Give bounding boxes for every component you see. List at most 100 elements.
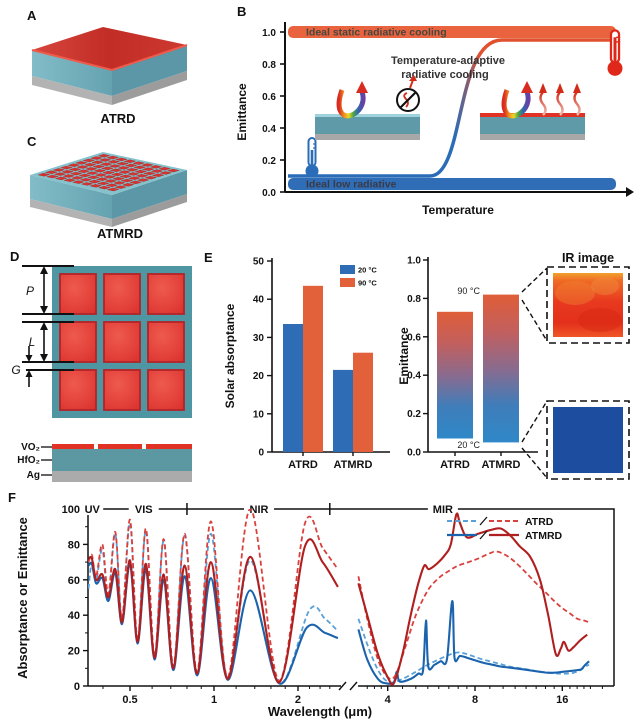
metasurface-square xyxy=(107,160,121,164)
svg-text:0.4: 0.4 xyxy=(262,124,276,135)
metasurface-square xyxy=(61,170,74,174)
hot-state-inset xyxy=(480,81,585,140)
curve-atrd-blue- xyxy=(357,618,590,684)
layer-ag-label: Ag xyxy=(27,470,40,481)
metasurface-square xyxy=(88,179,102,184)
eleft-category-label: ATMRD xyxy=(334,459,373,471)
metasurface-square xyxy=(117,166,130,170)
atrd-silver-side xyxy=(112,71,187,105)
metasurface-square xyxy=(106,187,120,192)
f-xtick-label: 4 xyxy=(385,694,392,706)
ideal-low-band xyxy=(288,178,616,190)
metasurface-square xyxy=(98,154,110,158)
metasurface-square xyxy=(106,155,120,160)
vo2-square xyxy=(147,273,185,315)
ir-image-title: IR image xyxy=(562,251,614,265)
metasurface-square xyxy=(54,176,68,181)
metasurface-square xyxy=(100,166,114,171)
period-label: P xyxy=(26,284,34,298)
f-xtick-label: 1 xyxy=(211,694,217,706)
metasurface-square xyxy=(166,168,179,173)
eleft-ytick-label: 20 xyxy=(253,371,265,382)
metasurface-square xyxy=(105,179,117,183)
metasurface-square xyxy=(158,166,171,171)
metasurface-square xyxy=(110,172,124,177)
svg-text:1.0: 1.0 xyxy=(262,28,276,39)
svg-text:0.6: 0.6 xyxy=(262,92,276,103)
metasurface-square xyxy=(127,172,140,176)
b-title-line1: Temperature-adaptive xyxy=(391,55,505,67)
eright-ytick-label: 0.6 xyxy=(407,332,421,343)
metasurface-square xyxy=(63,178,76,182)
metasurface-square xyxy=(44,170,58,175)
metasurface-square xyxy=(114,157,128,162)
eright-ytick-label: 0.8 xyxy=(407,294,421,305)
region-label-MIR: MIR xyxy=(433,504,453,516)
vo2-square xyxy=(59,321,97,363)
metasurface-square xyxy=(103,175,117,179)
metasurface-square xyxy=(69,167,82,172)
reflection-arrowhead xyxy=(356,81,368,93)
metasurface-square xyxy=(94,169,107,173)
curve-atrd-red- xyxy=(88,509,339,682)
metasurface-square xyxy=(118,170,132,174)
curve-atmrd-blue- xyxy=(357,599,590,685)
metasurface-square xyxy=(116,161,129,166)
atmrd-silver-front xyxy=(30,199,112,227)
metasurface-square xyxy=(62,174,76,178)
hot-slab-body xyxy=(480,117,585,134)
panel-e-label: E xyxy=(204,250,213,265)
metasurface-square xyxy=(119,174,132,179)
vo2-square xyxy=(147,369,185,411)
ideal-low-band-label: Ideal low radiative xyxy=(306,179,397,191)
b-ylabel: Emittance xyxy=(235,83,249,141)
f-xtick-label: 2 xyxy=(295,694,301,706)
region-label-bg xyxy=(128,502,159,515)
ir-hot-blob3 xyxy=(591,277,619,295)
metasurface-square xyxy=(83,162,97,167)
bar-ATRD-20 °C xyxy=(283,324,303,452)
cold-thermometer-icon xyxy=(305,137,319,178)
atmrd-silver-side xyxy=(112,194,187,227)
metasurface-square xyxy=(87,175,100,180)
metasurface-square xyxy=(97,181,110,186)
eright-ylabel: Emittance xyxy=(397,327,411,385)
panel-b: B 0.0 0.2 0.4 0.6 0.8 1.0 Emittance Temp… xyxy=(235,4,634,217)
eright-ytick-label: 0.4 xyxy=(407,371,421,382)
annotation-90c: 90 °C xyxy=(457,286,480,296)
legend-break-2 xyxy=(479,530,488,540)
panel-a-label: A xyxy=(27,8,37,23)
ir-cold-dashed-frame xyxy=(546,400,630,480)
f-axis-break-slash xyxy=(338,681,347,691)
atrd-front-face xyxy=(32,50,112,96)
f-xlabel: Wavelength (μm) xyxy=(268,704,372,719)
hot-thermometer-icon xyxy=(607,29,623,76)
metasurface-square xyxy=(149,165,162,169)
layer-vo2-label: VO₂ xyxy=(21,442,40,453)
metasurface-square xyxy=(91,160,105,165)
metasurface-square xyxy=(124,163,138,168)
f-legend: ATRD ATMRD xyxy=(447,516,563,542)
cold-slab-silver xyxy=(315,134,420,140)
cold-slab-top-edge xyxy=(315,114,420,117)
layer-hfo2-label: HfO₂ xyxy=(17,455,40,466)
thermal-emission-arrows xyxy=(539,83,581,116)
f-xtick-label: 16 xyxy=(556,694,568,706)
f-xtick-label: 0.5 xyxy=(122,694,137,706)
f-ytick-label: 20 xyxy=(68,646,80,658)
sunlight-reflection-arrow xyxy=(336,89,366,119)
metasurface-square xyxy=(133,165,146,170)
region-label-bg xyxy=(244,502,275,515)
panel-a-c: A ATRD C ATMRD xyxy=(27,8,188,241)
metasurface-square xyxy=(94,173,108,177)
bar-ATMRD-90 °C xyxy=(353,352,373,452)
metasurface-square xyxy=(90,156,103,160)
b-xlabel: Temperature xyxy=(422,203,494,217)
atmrd-caption: ATMRD xyxy=(97,226,143,241)
legend-break-1 xyxy=(479,516,488,526)
reflection-arrowhead-hot xyxy=(521,81,533,93)
eleft-ytick-label: 10 xyxy=(253,409,265,420)
eleft-ytick-label: 30 xyxy=(253,333,265,344)
metasurface-square xyxy=(75,161,88,165)
metasurface-square xyxy=(67,163,81,167)
